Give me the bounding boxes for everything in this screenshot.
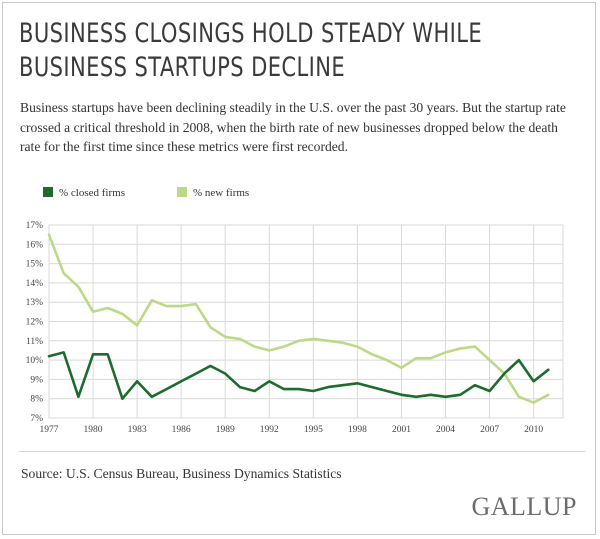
source-note: Source: U.S. Census Bureau, Business Dyn… bbox=[21, 466, 342, 481]
y-tick-label: 11% bbox=[26, 337, 43, 347]
gallup-logo: GALLUP bbox=[471, 492, 577, 521]
x-tick-label: 1998 bbox=[348, 425, 367, 435]
x-tick-label: 1992 bbox=[260, 425, 279, 435]
y-tick-label: 13% bbox=[26, 298, 44, 308]
legend-item-new: % new firms bbox=[177, 187, 249, 199]
legend-label-closed: % closed firms bbox=[59, 187, 125, 199]
legend-swatch-closed bbox=[43, 187, 53, 197]
title-line-2: BUSINESS STARTUPS DECLINE bbox=[19, 52, 346, 83]
legend-item-closed: % closed firms bbox=[43, 187, 125, 199]
x-tick-label: 2007 bbox=[480, 425, 499, 435]
x-tick-label: 1995 bbox=[304, 425, 323, 435]
y-tick-label: 17% bbox=[26, 221, 44, 231]
y-tick-label: 10% bbox=[26, 356, 44, 366]
y-tick-label: 9% bbox=[30, 375, 43, 385]
y-tick-label: 14% bbox=[26, 279, 44, 289]
series-line-closed-firms bbox=[47, 351, 550, 400]
y-tick-label: 7% bbox=[30, 414, 43, 424]
legend-label-new: % new firms bbox=[193, 187, 250, 199]
source-divider bbox=[19, 451, 585, 452]
legend-swatch-new bbox=[177, 187, 187, 197]
x-tick-label: 2010 bbox=[524, 425, 543, 435]
chart-subtitle: Business startups have been declining st… bbox=[20, 100, 566, 154]
x-tick-label: 1983 bbox=[128, 425, 147, 435]
plot-border bbox=[48, 224, 564, 419]
line-chart: 7% 8% 9% 10% 11% 12% 13% 14% 15% 16% 17% 1977 1980 19… bbox=[26, 221, 564, 435]
y-tick-label: 16% bbox=[26, 240, 44, 250]
x-tick-label: 1980 bbox=[84, 425, 103, 435]
y-tick-label: 8% bbox=[30, 395, 43, 405]
x-tick-label: 1986 bbox=[172, 425, 191, 435]
x-tick-label: 1977 bbox=[40, 425, 59, 435]
title-line-1: BUSINESS CLOSINGS HOLD STEADY WHILE bbox=[19, 18, 483, 49]
y-tick-label: 15% bbox=[26, 260, 44, 270]
chart-title: BUSINESS CLOSINGS HOLD STEADY WHILE BUSI… bbox=[19, 17, 483, 85]
chart-card: BUSINESS CLOSINGS HOLD STEADY WHILE BUSI… bbox=[2, 2, 596, 535]
x-tick-label: 2004 bbox=[436, 425, 455, 435]
x-tick-label: 1989 bbox=[216, 425, 235, 435]
y-tick-label: 12% bbox=[26, 318, 44, 328]
x-tick-label: 2001 bbox=[392, 425, 411, 435]
series-line-new-firms bbox=[47, 233, 550, 404]
